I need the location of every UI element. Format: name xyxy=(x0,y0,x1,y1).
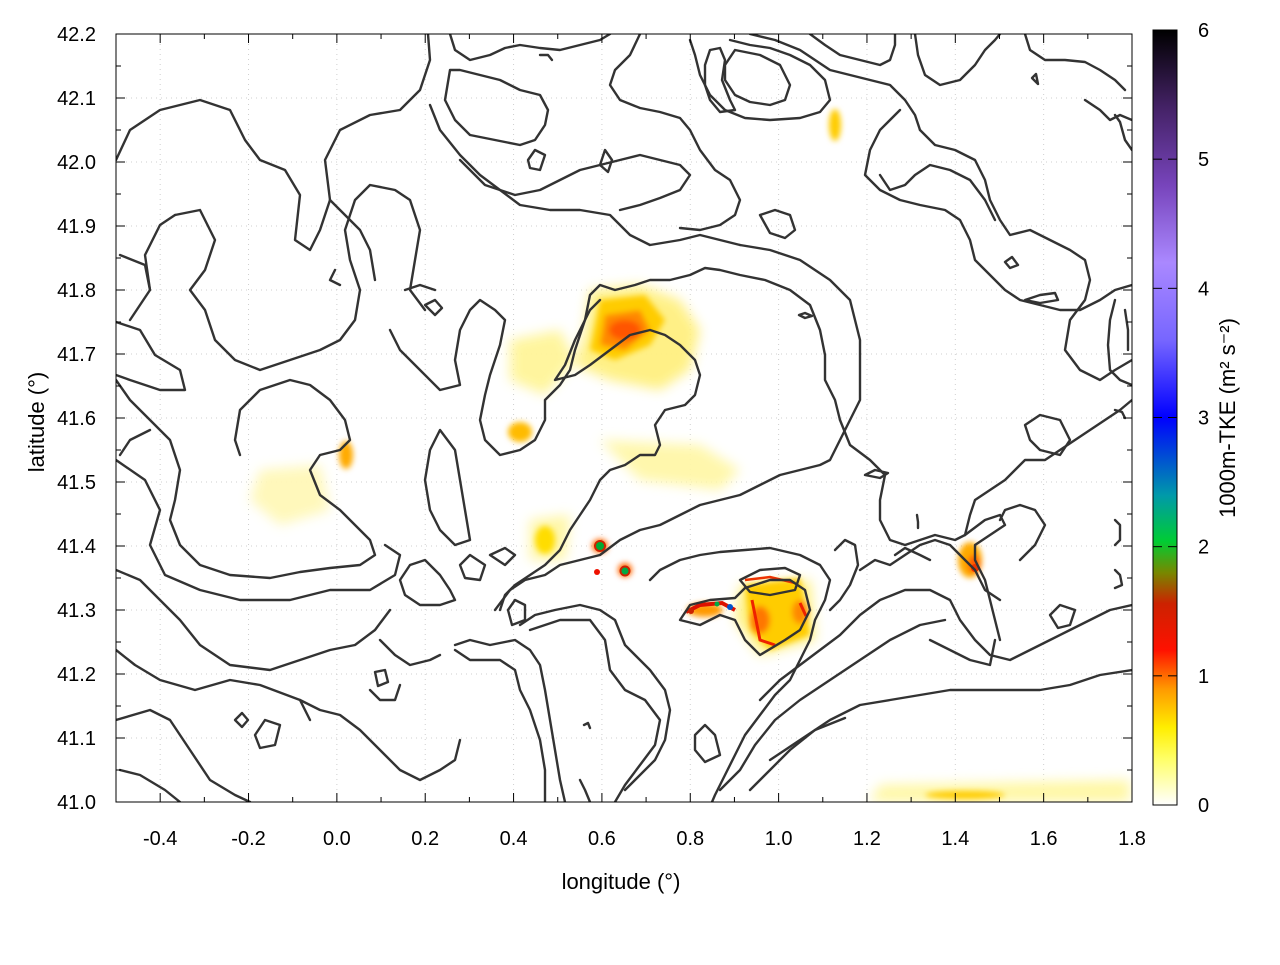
colorbar-tick-label: 5 xyxy=(1198,149,1209,171)
y-tick-label: 41.9 xyxy=(57,216,96,238)
x-axis: -0.4 -0.2 0.0 0.2 0.4 0.6 0.8 1.0 1.2 1.4 1.6 1.8 xyxy=(115,34,1146,850)
x-tick-label: 1.8 xyxy=(1118,828,1146,850)
y-tick-label: 41.3 xyxy=(57,600,96,622)
x-tick-label: 1.2 xyxy=(853,828,881,850)
x-tick-label: 0.6 xyxy=(588,828,616,850)
colorbar-tick-label: 1 xyxy=(1198,666,1209,688)
x-tick-label: -0.4 xyxy=(143,828,177,850)
colorbar-tick-label: 4 xyxy=(1198,278,1209,300)
colorbar-tick-label: 2 xyxy=(1198,537,1209,559)
colorbar-label: 1000m-TKE (m² s⁻²) xyxy=(1215,318,1240,518)
colorbar: 0 1 2 3 4 5 6 1000m-TKE (m² s⁻²) xyxy=(1152,20,1240,817)
x-tick-label: 1.4 xyxy=(941,828,969,850)
y-tick-label: 42.0 xyxy=(57,152,96,174)
y-tick-label: 41.4 xyxy=(57,536,96,558)
x-tick-label: 0.4 xyxy=(500,828,528,850)
y-tick-label: 41.2 xyxy=(57,664,96,686)
y-tick-label: 41.5 xyxy=(57,472,96,494)
y-tick-label: 41.6 xyxy=(57,408,96,430)
x-axis-label: longitude (°) xyxy=(562,869,681,894)
colorbar-tick-label: 3 xyxy=(1198,408,1209,430)
colorbar-ticks: 0 1 2 3 4 5 6 xyxy=(1153,20,1209,817)
x-tick-label: 0.8 xyxy=(676,828,704,850)
x-tick-label: -0.2 xyxy=(231,828,265,850)
y-tick-label: 42.1 xyxy=(57,88,96,110)
y-tick-label: 41.8 xyxy=(57,280,96,302)
x-tick-label: 1.6 xyxy=(1030,828,1058,850)
y-axis-label: latitude (°) xyxy=(24,372,49,473)
plot-area xyxy=(116,34,1132,802)
terrain-contours xyxy=(116,34,1132,802)
colorbar-tick-label: 6 xyxy=(1198,20,1209,42)
y-tick-label: 41.7 xyxy=(57,344,96,366)
y-tick-label: 41.0 xyxy=(57,792,96,814)
x-tick-label: 0.0 xyxy=(323,828,351,850)
y-tick-label: 42.2 xyxy=(57,24,96,46)
grid-lines xyxy=(116,33,1133,803)
x-tick-label: 0.2 xyxy=(411,828,439,850)
colorbar-tick-label: 0 xyxy=(1198,795,1209,817)
y-axis: 41.0 41.1 41.2 41.3 41.4 41.5 41.6 41.7 41.8 41.9… xyxy=(57,24,1132,814)
x-tick-label: 1.0 xyxy=(765,828,793,850)
y-tick-label: 41.1 xyxy=(57,728,96,750)
